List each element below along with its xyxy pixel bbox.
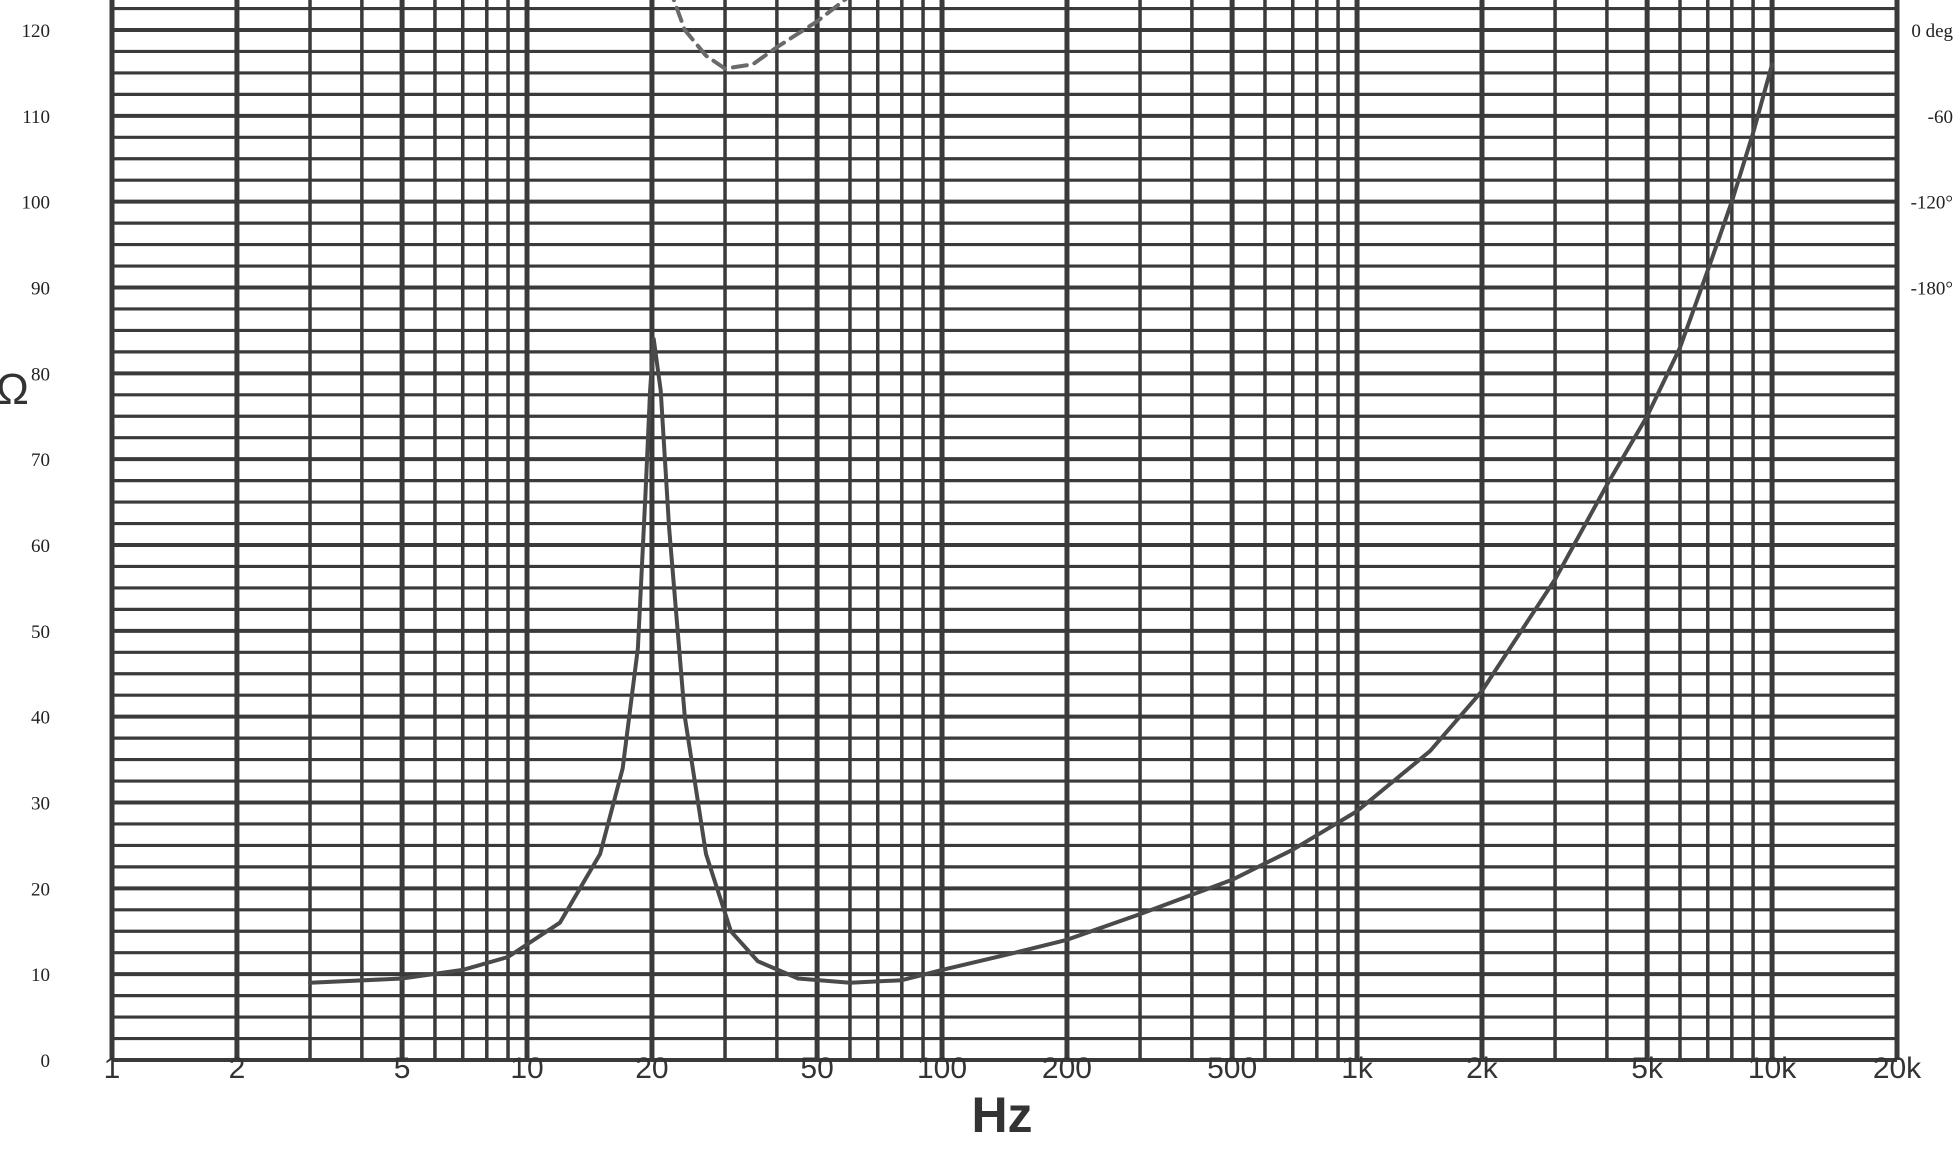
y-tick-label: 10 — [31, 965, 50, 986]
x-axis-label: Hz — [971, 1087, 1032, 1143]
phase-tick-label: 0 deg — [1911, 21, 1953, 42]
phase-tick-label: -180° — [1911, 279, 1953, 300]
y-tick-label: 40 — [31, 708, 50, 729]
y-tick-label: 70 — [31, 450, 50, 471]
x-tick-label: 5k — [1631, 1052, 1664, 1085]
x-axis-tick-labels: 1 2 5 10 20 50 100 200 500 1k 2k 5k 10k 20k — [104, 1052, 1923, 1085]
x-tick-label: 50 — [800, 1052, 833, 1085]
x-tick-label: 5 — [394, 1052, 411, 1085]
phase-tick-label: -120° — [1911, 193, 1953, 214]
y-tick-label: 110 — [22, 107, 50, 128]
y-tick-label: 0 — [41, 1051, 51, 1072]
x-tick-label: 10k — [1748, 1052, 1797, 1085]
y-tick-label: 60 — [31, 536, 50, 557]
x-tick-label: 100 — [917, 1052, 967, 1085]
y-axis-label: Ω — [0, 365, 29, 414]
y-tick-label: 30 — [31, 794, 50, 815]
x-tick-label: 200 — [1042, 1052, 1092, 1085]
y-tick-label: 80 — [31, 364, 50, 385]
y-tick-label: 50 — [31, 622, 50, 643]
x-tick-label: 2k — [1466, 1052, 1499, 1085]
x-tick-label: 1k — [1341, 1052, 1374, 1085]
chart-grid — [109, 0, 1900, 1062]
phase-curve — [671, 0, 848, 71]
x-tick-label: 1 — [104, 1052, 121, 1085]
y-tick-label: 90 — [31, 279, 50, 300]
y-tick-label: 20 — [31, 879, 50, 900]
x-tick-label: 20k — [1873, 1052, 1922, 1085]
x-tick-label: 10 — [510, 1052, 543, 1085]
y-tick-label: 120 — [22, 21, 51, 42]
phase-axis-tick-labels: 0 deg -60 -120° -180° — [1911, 21, 1954, 300]
y-axis-tick-labels: 0 10 20 30 40 50 60 70 80 90 100 110 120 — [22, 21, 51, 1072]
impedance-curve — [308, 62, 1775, 985]
x-tick-label: 500 — [1207, 1052, 1257, 1085]
chart-curves — [308, 0, 1775, 985]
x-tick-label: 2 — [229, 1052, 246, 1085]
x-tick-label: 20 — [635, 1052, 668, 1085]
y-tick-label: 100 — [22, 193, 51, 214]
phase-tick-label: -60 — [1928, 107, 1953, 128]
